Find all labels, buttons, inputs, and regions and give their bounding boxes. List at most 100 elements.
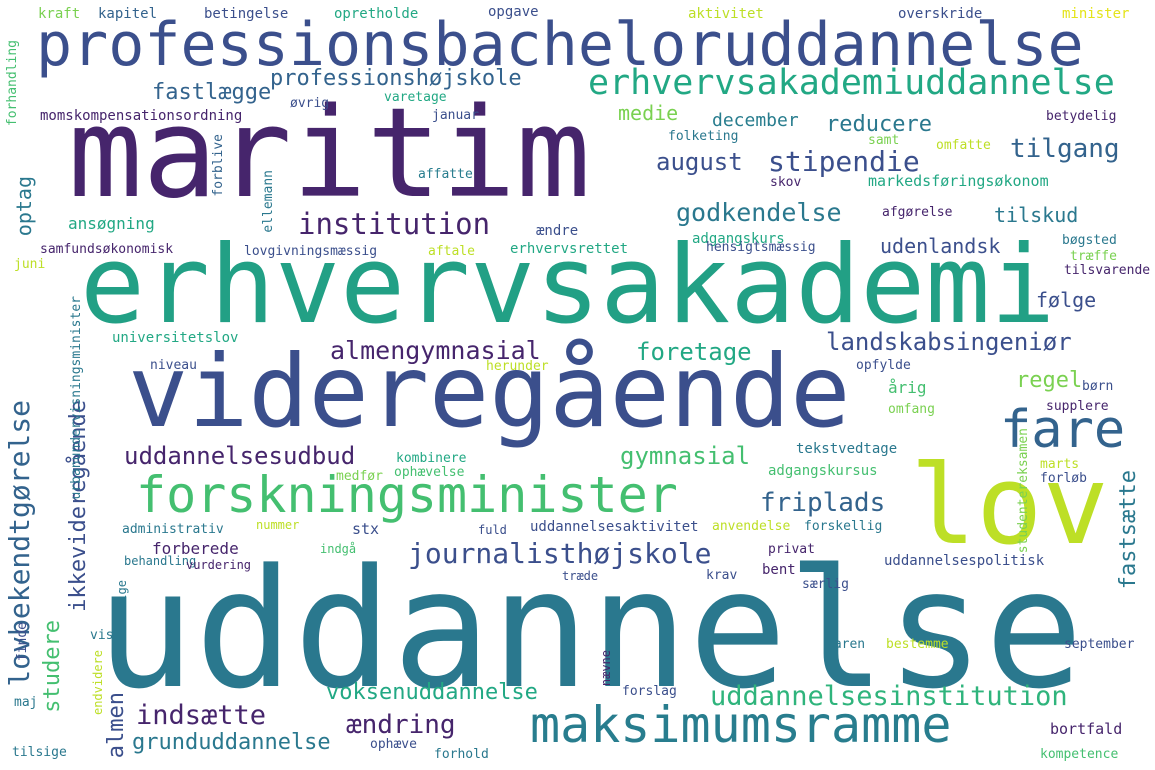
word-kombinere: kombinere [396, 451, 467, 466]
word-tilgang: tilgang [1010, 134, 1120, 164]
word-oevrig: øvrig [290, 96, 330, 111]
word-uddannelsesinstitution: uddannelsesinstitution [710, 681, 1068, 712]
word-skov: skov [770, 175, 802, 190]
word-fare: fare [1000, 400, 1126, 460]
word-boegsted: bøgsted [1062, 233, 1117, 248]
word-vurdering: vurdering [186, 558, 252, 572]
word-landskabsingenioer: landskabsingeniør [826, 328, 1072, 356]
word-aftale: aftale [428, 244, 475, 259]
word-august: august [656, 148, 743, 176]
word-juni: juni [14, 257, 46, 272]
word-forloeb: forløb [1040, 471, 1087, 486]
word-anvendelse: anvendelse [712, 519, 791, 534]
word-samt: samt [868, 133, 900, 148]
word-lov: lov [910, 441, 1109, 569]
word-traeffe: træffe [1070, 249, 1117, 264]
word-januar: januar [432, 108, 479, 123]
word-forblive: forblive [211, 134, 226, 197]
word-traede: træde [562, 569, 599, 583]
word-bortfald: bortfald [1050, 720, 1123, 738]
word-foretage: foretage [636, 338, 752, 366]
word-endvidere: endvidere [91, 650, 105, 716]
word-nummer: nummer [256, 518, 300, 532]
word-maksimumsramme: maksimumsramme [530, 696, 952, 754]
word-omfatte: omfatte [936, 138, 991, 153]
word-medfoer: medfør [336, 469, 383, 484]
word-uddannelsesudbud: uddannelsesudbud [124, 442, 356, 470]
word-fuld: fuld [478, 523, 507, 537]
word-adgangskursus: adgangskursus [768, 463, 878, 479]
word-uddannelse: uddannelse [96, 534, 1084, 725]
word-hensigtsmaessig: hensigtsmæssig [706, 240, 816, 255]
word-omfang: omfang [888, 402, 935, 417]
word-udvaelge: udvælge [115, 580, 129, 631]
word-vis: vis [90, 628, 114, 643]
word-aktivitet: aktivitet [688, 6, 764, 22]
word-almen: almen [104, 692, 129, 759]
word-indgaa: indgå [320, 542, 357, 556]
word-fastlaegge: fastlægge [152, 80, 272, 105]
word-affatte: affatte [418, 167, 473, 182]
word-opgave: opgave [488, 4, 539, 20]
word-bent: bent [762, 562, 796, 578]
word-kraft: kraft [38, 6, 81, 22]
word-professionsbacheloruddannelse: professionsbacheloruddannelse [36, 10, 1084, 80]
word-professionshoejskole: professionshøjskole [270, 66, 522, 91]
word-minister: minister [1062, 6, 1130, 22]
word-saerlig: særlig [802, 577, 849, 592]
word-krav: krav [706, 568, 738, 583]
word-ansoegning: ansøgning [68, 214, 155, 233]
word-stx: stx [352, 520, 380, 538]
word-uddannelsesaktivitet: uddannelsesaktivitet [530, 519, 699, 535]
word-aendring: ændring [346, 710, 456, 740]
word-erhvervsakademiuddannelse: erhvervsakademiuddannelse [588, 63, 1115, 103]
word-medie: medie [618, 101, 679, 125]
word-foelge: følge [1036, 288, 1097, 312]
word-privat: privat [768, 542, 815, 557]
word-tekstvedtage: tekstvedtage [796, 441, 898, 457]
word-betingelse: betingelse [204, 6, 289, 22]
word-ophaevelse: ophævelse [394, 465, 465, 480]
word-studere: studere [40, 620, 65, 713]
word-behandling: behandling [124, 554, 197, 568]
word-institution: institution [298, 207, 491, 241]
word-bestemme: bestemme [886, 637, 949, 652]
word-opfylde: opfylde [856, 358, 911, 373]
word-grunduddannelse: grunduddannelse [132, 730, 331, 755]
word-samfundsoekonomisk: samfundsøkonomisk [40, 242, 174, 257]
word-udenlandsk: udenlandsk [880, 234, 1001, 258]
word-erhvervsakademi: erhvervsakademi [80, 223, 1056, 348]
word-regel: regel [1016, 368, 1083, 393]
word-folketing: folketing [668, 129, 739, 144]
word-maj: maj [14, 695, 38, 710]
word-studentereksamen: studentereksamen [1016, 428, 1031, 554]
word-forskningsminister: forskningsminister [136, 466, 678, 524]
word-gymnasial: gymnasial [620, 442, 751, 470]
word-betydelig: betydelig [1046, 109, 1117, 124]
word-journalisthoejskole: journalisthøjskole [408, 537, 712, 570]
word-universitetslov: universitetslov [112, 330, 239, 346]
word-tilsvarende: tilsvarende [1064, 263, 1151, 278]
word-godkendelse: godkendelse [676, 198, 842, 227]
word-forslag: forslag [622, 684, 677, 699]
word-lovgivningsmaessig: lovgivningsmæssig [244, 244, 378, 259]
word-markedsfoeringsoekonom: markedsføringsøkonom [868, 172, 1049, 190]
word-urbanundervisningsminister: urbanundervisningsminister [69, 296, 84, 500]
word-voksenuddannelse: voksenuddannelse [326, 680, 538, 705]
word-aarig: årig [888, 378, 927, 397]
word-varetage: varetage [384, 90, 447, 105]
word-administrativ: administrativ [122, 522, 224, 537]
word-supplere: supplere [1046, 399, 1109, 414]
word-forberede: forberede [152, 539, 239, 558]
word-finde: finde [15, 622, 30, 662]
word-friplads: friplads [760, 488, 886, 518]
word-afgoerelse: afgørelse [882, 205, 953, 220]
word-indsaette: indsætte [136, 700, 267, 731]
word-kapitel: kapitel [98, 6, 158, 22]
word-tilsige: tilsige [12, 745, 67, 760]
word-erhvervsrettet: erhvervsrettet [510, 241, 629, 257]
word-karen: karen [826, 637, 866, 652]
word-forhandling: forhandling [5, 40, 20, 127]
word-naevne: nævne [599, 650, 613, 687]
